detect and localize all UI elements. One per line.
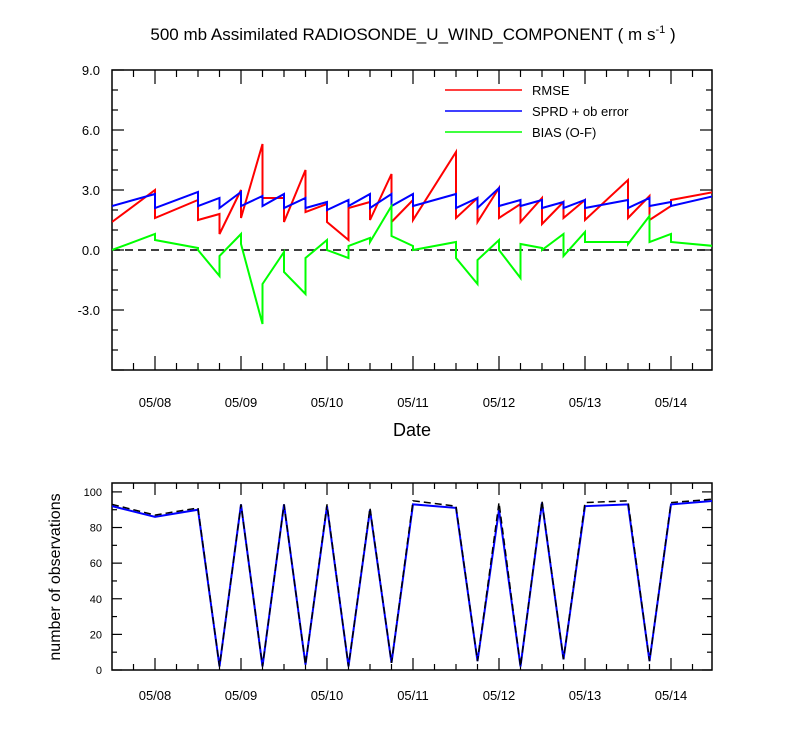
top-y-tick-label: 0.0 xyxy=(82,243,100,258)
bottom-axis-ticks xyxy=(112,483,712,671)
bottom-y-tick-label: 0 xyxy=(96,665,102,677)
top-y-tick-label: 6.0 xyxy=(82,123,100,138)
bottom-y-axis-label: number of observations xyxy=(47,493,64,660)
top-series-lines xyxy=(112,143,712,325)
bottom-y-tick-labels: 100 80 60 40 20 0 xyxy=(84,487,102,677)
top-plot-frame xyxy=(111,69,713,371)
legend-label-sprd: SPRD + ob error xyxy=(532,104,629,119)
bottom-x-tick-label: 05/13 xyxy=(569,688,602,703)
top-y-tick-label: -3.0 xyxy=(78,303,100,318)
legend-label-bias: BIAS (O-F) xyxy=(532,125,596,140)
bottom-x-tick-label: 05/14 xyxy=(655,688,688,703)
top-y-tick-labels: 9.0 6.0 3.0 0.0 -3.0 xyxy=(78,63,100,318)
obs-count-line-solid xyxy=(112,499,712,667)
legend-label-rmse: RMSE xyxy=(532,83,570,98)
top-x-tick-label: 05/10 xyxy=(311,395,344,410)
bottom-x-tick-label: 05/11 xyxy=(397,688,429,703)
bottom-y-tick-label: 20 xyxy=(90,629,102,641)
top-x-tick-label: 05/09 xyxy=(225,395,258,410)
top-x-tick-label: 05/14 xyxy=(655,395,688,410)
top-x-tick-labels: 05/08 05/09 05/10 05/11 05/12 05/13 05/14 xyxy=(139,395,688,410)
top-y-tick-label: 9.0 xyxy=(82,63,100,78)
bottom-y-tick-label: 60 xyxy=(90,558,102,570)
top-axis-ticks xyxy=(112,69,712,371)
series-line-rmse xyxy=(112,143,712,243)
bottom-y-tick-label: 100 xyxy=(84,487,102,499)
obs-count-line-dashed xyxy=(112,498,712,667)
bottom-x-tick-label: 05/10 xyxy=(311,688,344,703)
series-line-sprd xyxy=(112,185,712,212)
bottom-series-lines xyxy=(112,498,712,667)
legend: RMSE SPRD + ob error BIAS (O-F) xyxy=(445,83,629,140)
chart-title: 500 mb Assimilated RADIOSONDE_U_WIND_COM… xyxy=(150,24,675,44)
bottom-y-tick-label: 40 xyxy=(90,594,102,606)
bottom-x-tick-labels: 05/08 05/09 05/10 05/11 05/12 05/13 05/14 xyxy=(139,688,688,703)
series-line-bias xyxy=(112,202,712,325)
bottom-x-tick-label: 05/09 xyxy=(225,688,258,703)
top-x-tick-label: 05/11 xyxy=(397,395,429,410)
top-x-tick-label: 05/08 xyxy=(139,395,172,410)
bottom-y-tick-label: 80 xyxy=(90,523,102,535)
x-axis-label: Date xyxy=(393,420,431,440)
bottom-plot-frame xyxy=(111,482,713,671)
top-y-tick-label: 3.0 xyxy=(82,183,100,198)
bottom-x-tick-label: 05/08 xyxy=(139,688,172,703)
bottom-x-tick-label: 05/12 xyxy=(483,688,516,703)
top-x-tick-label: 05/13 xyxy=(569,395,602,410)
top-x-tick-label: 05/12 xyxy=(483,395,516,410)
